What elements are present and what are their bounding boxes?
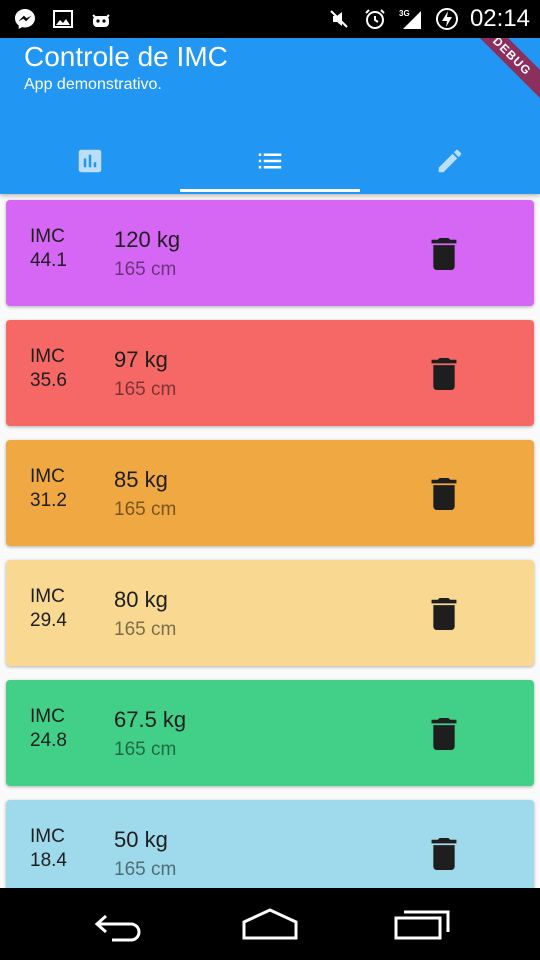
record-card: IMC 35.6 97 kg 165 cm <box>6 320 534 426</box>
imc-value: 29.4 <box>30 610 67 631</box>
system-nav-bar <box>0 888 540 960</box>
height-value: 165 cm <box>114 379 177 400</box>
edit-icon <box>438 149 462 173</box>
imc-label: IMC <box>30 346 65 367</box>
delete-button[interactable] <box>430 238 458 270</box>
weight-value: 120 kg <box>114 227 181 252</box>
delete-button[interactable] <box>430 358 458 390</box>
imc-label: IMC <box>30 826 65 847</box>
height-value: 165 cm <box>114 499 177 520</box>
record-card: IMC 24.8 67.5 kg 165 cm <box>6 680 534 786</box>
delete-button[interactable] <box>430 478 458 510</box>
tab-list[interactable] <box>180 128 360 194</box>
imc-record-list: IMC 44.1 120 kg 165 cm IMC 35.6 97 kg 16… <box>0 194 540 888</box>
home-icon <box>242 908 298 940</box>
alarm-icon <box>365 9 385 29</box>
debug-banner: DEBUG <box>462 38 540 106</box>
mute-icon <box>330 10 348 28</box>
list-icon <box>258 153 282 169</box>
imc-value: 44.1 <box>30 250 67 271</box>
app-bar: Controle de IMC App demonstrativo. DEBUG <box>0 38 540 194</box>
trash-icon <box>431 598 457 630</box>
delete-button[interactable] <box>430 718 458 750</box>
bar-chart-icon <box>78 149 102 173</box>
height-value: 165 cm <box>114 859 177 880</box>
height-value: 165 cm <box>114 619 177 640</box>
imc-label: IMC <box>30 706 65 727</box>
back-button[interactable] <box>88 904 152 944</box>
record-card: IMC 44.1 120 kg 165 cm <box>6 200 534 306</box>
image-icon <box>53 10 73 28</box>
page-subtitle: App demonstrativo. <box>24 76 162 93</box>
trash-icon <box>431 838 457 870</box>
imc-value: 35.6 <box>30 370 67 391</box>
recents-button[interactable] <box>390 904 454 944</box>
imc-label: IMC <box>30 466 65 487</box>
messenger-icon <box>15 9 35 29</box>
android-debug-icon <box>92 14 110 27</box>
tab-edit[interactable] <box>360 128 540 194</box>
trash-icon <box>431 478 457 510</box>
height-value: 165 cm <box>114 739 177 760</box>
weight-value: 50 kg <box>114 827 168 852</box>
back-icon <box>94 914 141 942</box>
battery-charging-icon <box>435 8 458 30</box>
weight-value: 85 kg <box>114 467 168 492</box>
imc-label: IMC <box>30 586 65 607</box>
record-card: IMC 31.2 85 kg 165 cm <box>6 440 534 546</box>
imc-value: 31.2 <box>30 490 67 511</box>
trash-icon <box>431 238 457 270</box>
imc-label: IMC <box>30 226 65 247</box>
status-bar: 3G 02:14 <box>0 0 540 38</box>
weight-value: 80 kg <box>114 587 168 612</box>
height-value: 165 cm <box>114 259 177 280</box>
delete-button[interactable] <box>430 838 458 870</box>
page-title: Controle de IMC <box>24 41 228 72</box>
trash-icon <box>431 358 457 390</box>
record-card: IMC 18.4 50 kg 165 cm <box>6 800 534 888</box>
delete-button[interactable] <box>430 598 458 630</box>
signal-3g-icon: 3G <box>399 9 421 29</box>
imc-value: 18.4 <box>30 850 67 871</box>
weight-value: 97 kg <box>114 347 168 372</box>
imc-value: 24.8 <box>30 730 67 751</box>
tab-chart[interactable] <box>0 128 180 194</box>
trash-icon <box>431 718 457 750</box>
home-button[interactable] <box>238 904 302 944</box>
recents-icon <box>394 910 450 940</box>
weight-value: 67.5 kg <box>114 707 187 732</box>
status-time: 02:14 <box>469 5 530 32</box>
svg-text:3G: 3G <box>399 9 410 18</box>
record-card: IMC 29.4 80 kg 165 cm <box>6 560 534 666</box>
tab-bar <box>0 128 540 194</box>
